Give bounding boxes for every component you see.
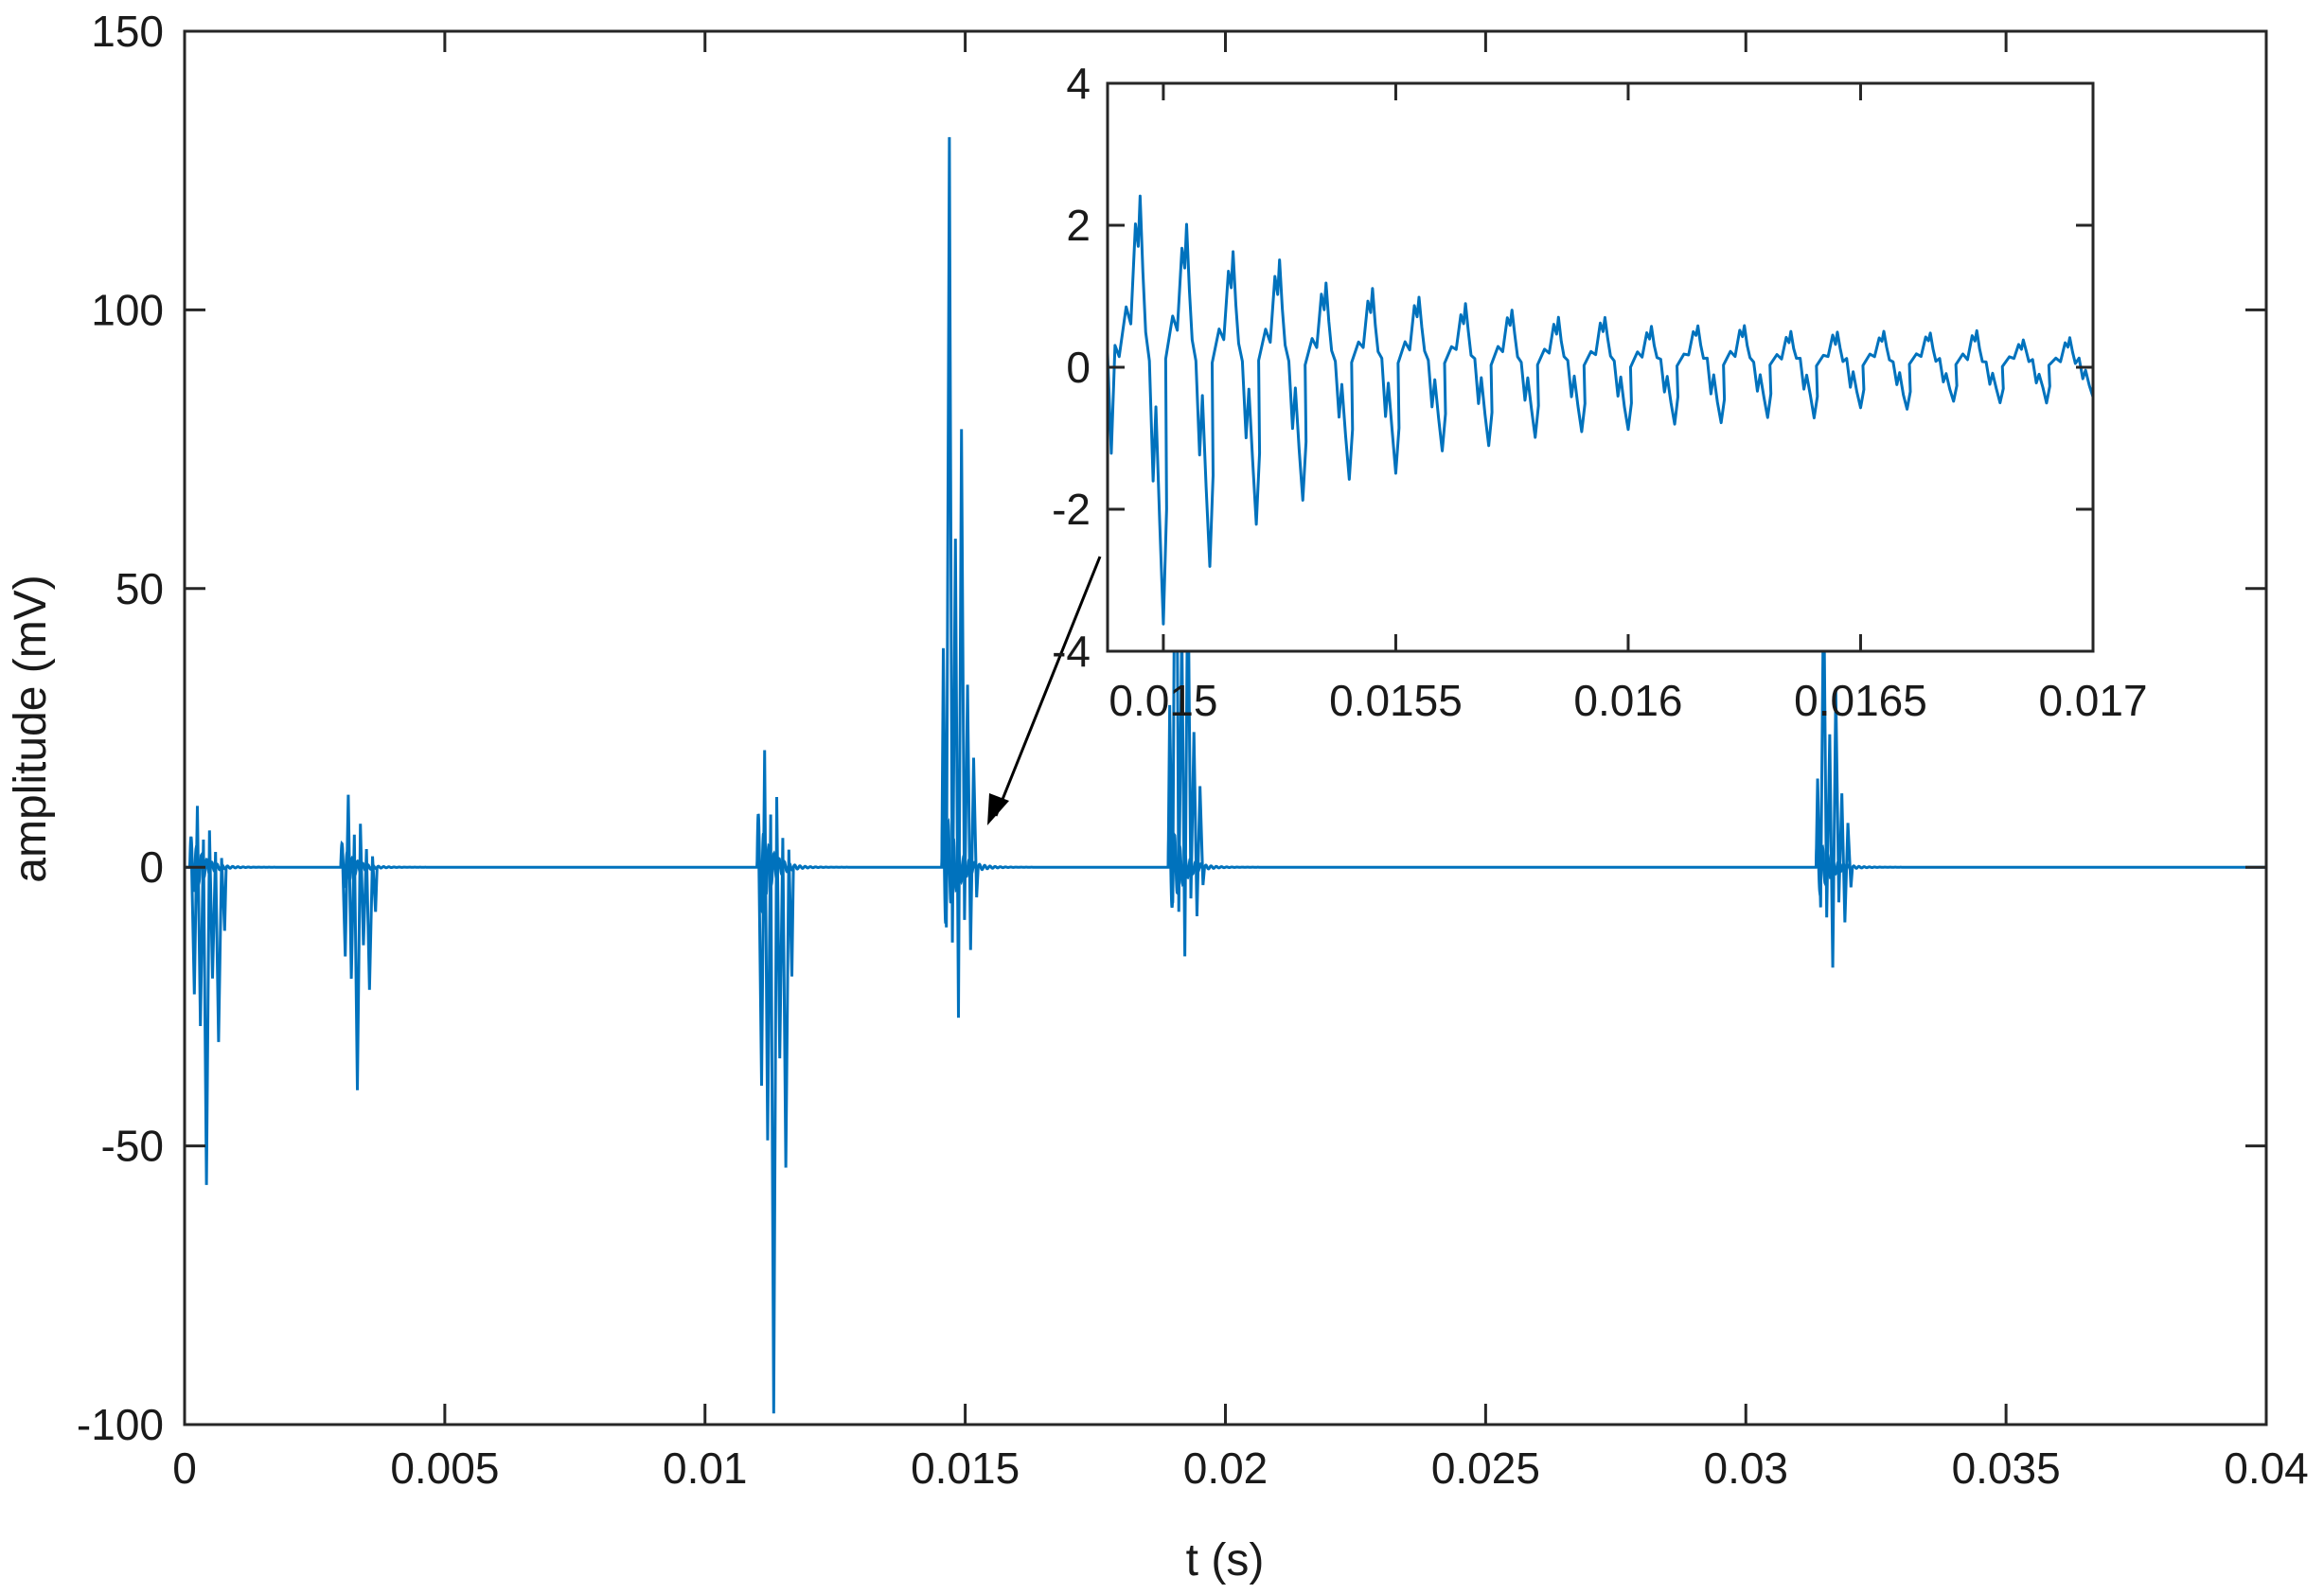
main-x-tick-label: 0.04 xyxy=(2224,1443,2309,1493)
inset-series-group xyxy=(1106,194,2095,626)
main-x-tick-label: 0.02 xyxy=(1183,1443,1268,1493)
inset-y-tick-label: -2 xyxy=(1052,485,1091,534)
zoom-arrow xyxy=(987,556,1102,825)
inset-x-tick-label: 0.015 xyxy=(1109,676,1217,725)
main-burst-spike xyxy=(940,136,980,1018)
inset-y-tick-label: -4 xyxy=(1052,627,1091,676)
main-x-tick-label: 0 xyxy=(172,1443,197,1493)
main-series-group xyxy=(185,136,2266,1414)
main-y-ticks: -100 -50 0 50 100 150 xyxy=(77,7,2266,1449)
inset-y-tick-label: 4 xyxy=(1066,59,1091,108)
main-x-tick-label: 0.03 xyxy=(1703,1443,1788,1493)
main-x-tick-label: 0.035 xyxy=(1952,1443,2061,1493)
main-burst-spike xyxy=(188,806,228,1185)
y-axis-label: amplitude (mV) xyxy=(6,575,56,882)
main-y-tick-label: 0 xyxy=(139,842,164,892)
main-y-tick-label: 50 xyxy=(115,564,164,613)
main-x-ticks: 0 0.005 0.01 0.015 0.02 0.025 0.03 0.035 0.04 xyxy=(172,31,2309,1493)
main-burst-spike xyxy=(755,750,795,1414)
inset-x-tick-label: 0.0165 xyxy=(1794,676,1927,725)
inset-y-tick-label: 0 xyxy=(1066,343,1091,392)
x-axis-label: t (s) xyxy=(1186,1535,1265,1585)
main-burst-spike xyxy=(1814,572,1854,968)
inset-series-line xyxy=(1106,194,2095,626)
inset-y-tick-label: 2 xyxy=(1066,201,1091,250)
inset-x-tick-label: 0.0155 xyxy=(1329,676,1463,725)
inset-axes: 0.015 0.0155 0.016 0.0165 0.017 -4 -2 0 2 4 xyxy=(1052,59,2147,725)
inset-plot-area xyxy=(1108,83,2093,651)
main-burst-spike xyxy=(339,794,379,1090)
main-y-tick-label: 100 xyxy=(91,285,164,334)
main-burst-spike xyxy=(1166,327,1206,957)
main-x-tick-label: 0.005 xyxy=(390,1443,499,1493)
inset-x-tick-label: 0.016 xyxy=(1573,676,1682,725)
inset-y-ticks: -4 -2 0 2 4 xyxy=(1052,59,2093,676)
main-x-tick-label: 0.015 xyxy=(911,1443,1020,1493)
inset-x-ticks: 0.015 0.0155 0.016 0.0165 0.017 xyxy=(1109,83,2148,725)
zoom-arrow-head xyxy=(987,793,1009,825)
main-y-tick-label: -100 xyxy=(77,1400,164,1449)
main-x-tick-label: 0.01 xyxy=(663,1443,748,1493)
main-y-tick-label: -50 xyxy=(101,1122,164,1171)
main-x-tick-label: 0.025 xyxy=(1431,1443,1540,1493)
main-series-line xyxy=(185,796,2266,925)
zoom-arrow-shaft xyxy=(994,556,1102,817)
inset-x-tick-label: 0.017 xyxy=(2038,676,2147,725)
main-y-tick-label: 150 xyxy=(91,7,164,56)
